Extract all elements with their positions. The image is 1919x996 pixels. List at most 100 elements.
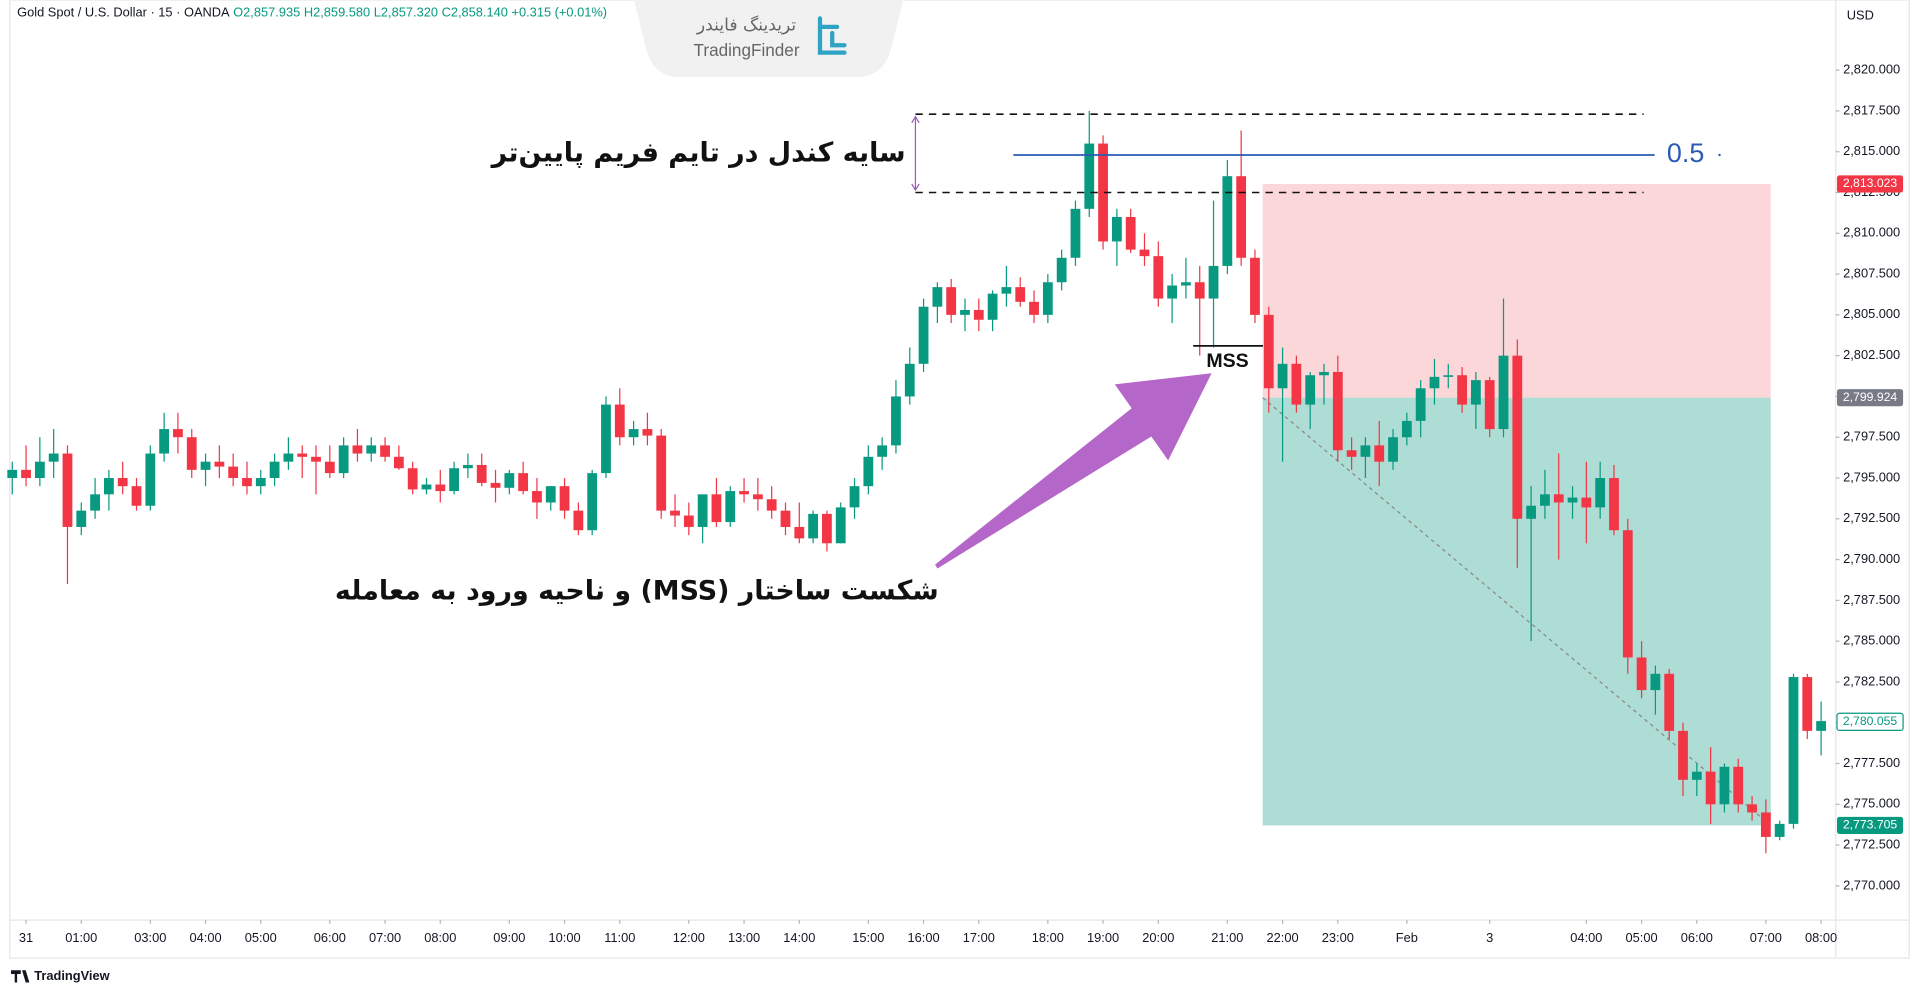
x-tick-label: 05:00 [1626, 930, 1658, 945]
candle-body [891, 396, 901, 446]
candle-body [117, 478, 128, 487]
candle-body [518, 473, 529, 492]
x-tick-label: 21:00 [1211, 930, 1243, 945]
candle-body [1443, 375, 1454, 377]
ohlc-change: +0.315 (+0.01%) [511, 5, 607, 20]
y-tick-label: 2,785.000 [1843, 633, 1900, 648]
y-tick-label: 2,802.500 [1843, 347, 1900, 362]
candle-body [1470, 380, 1481, 405]
candle-body [1167, 285, 1178, 299]
candle-body [421, 484, 432, 490]
chart-frame [9, 0, 1910, 959]
candle-body [242, 478, 252, 487]
candle-body [1498, 355, 1509, 430]
mss-label: MSS [1206, 350, 1248, 372]
y-tick-label: 2,817.500 [1843, 102, 1900, 117]
x-tick-label: 17:00 [963, 930, 995, 945]
candle-body [173, 429, 183, 438]
x-tick-label: 23:00 [1322, 930, 1354, 945]
fib-label: 0.5 [1667, 138, 1704, 168]
footer: TradingView [34, 968, 109, 983]
x-tick-label: 12:00 [673, 930, 705, 945]
x-tick-label: 3 [1486, 930, 1493, 945]
x-tick-label: 19:00 [1087, 930, 1119, 945]
currency: USD [1847, 7, 1874, 22]
candle-body [1001, 287, 1012, 294]
candle-body [1277, 363, 1288, 389]
candle-body [131, 486, 142, 506]
candle-body [338, 445, 349, 474]
candle-body [449, 468, 459, 492]
candle-body [545, 486, 556, 503]
x-tick-label: 04:00 [189, 930, 221, 945]
candle-body [1760, 812, 1771, 837]
y-tick-label: 2,772.500 [1843, 836, 1900, 851]
candle-body [311, 456, 321, 462]
x-tick-label: 13:00 [728, 930, 760, 945]
candle-body [1747, 804, 1757, 813]
candle-body [656, 435, 667, 511]
candle-body [1540, 494, 1550, 506]
candle-body [1484, 380, 1495, 430]
candle-body [532, 491, 542, 503]
candle-body [297, 453, 308, 457]
brand-name-en: TradingFinder [694, 40, 800, 60]
y-tick-label: 2,770.000 [1843, 877, 1900, 892]
candle-body [1346, 450, 1357, 457]
candle-body [255, 478, 266, 487]
candle-body [1153, 256, 1164, 299]
candle-body [1208, 265, 1219, 299]
candle-body [601, 404, 611, 474]
x-tick-label: 31 [19, 930, 33, 945]
y-tick-label: 2,795.000 [1843, 469, 1900, 484]
candle-body [407, 468, 418, 490]
candle-body [1636, 657, 1647, 691]
candle-body [1650, 673, 1661, 691]
candle-body [1029, 301, 1039, 315]
candle-body [1705, 771, 1716, 805]
candle-body [1719, 766, 1730, 805]
candle-body [490, 482, 501, 488]
candle-body [1084, 143, 1095, 209]
candle-body [1609, 478, 1619, 531]
candle-body [48, 453, 59, 462]
y-tick-label: 2,797.500 [1843, 429, 1900, 444]
candle-body [1691, 771, 1702, 780]
candle-body [352, 445, 363, 454]
candle-body [1263, 314, 1274, 389]
x-tick-label: 15:00 [852, 930, 884, 945]
y-tick-label: 2,805.000 [1843, 306, 1900, 321]
candle-body [62, 453, 73, 527]
ohlc-low: L2,857.320 [374, 5, 438, 20]
candle-body [628, 429, 639, 438]
x-tick-label: 03:00 [134, 930, 166, 945]
candle-body [1429, 376, 1440, 389]
ohlc-close: C2,858.140 [442, 5, 508, 20]
candle-body [1098, 143, 1108, 242]
candle-body [1111, 216, 1122, 242]
price-label: 2,773.705 [1843, 818, 1898, 832]
candle-body [1042, 282, 1053, 315]
price-label-box [1836, 712, 1904, 732]
y-tick-label: 2,777.500 [1843, 755, 1900, 770]
candle-body [711, 494, 722, 523]
x-tick-label: 06:00 [1681, 930, 1713, 945]
candle-body [808, 513, 819, 539]
candle-body [1056, 257, 1067, 283]
x-tick-label: 05:00 [245, 930, 277, 945]
candle-body [476, 464, 487, 483]
y-tick-label: 2,810.000 [1843, 225, 1900, 240]
candle-body [1070, 208, 1081, 258]
y-tick-label: 2,815.000 [1843, 143, 1900, 158]
candle-body [21, 469, 31, 479]
candle-body [186, 437, 197, 470]
y-tick-label: 2,820.000 [1843, 62, 1900, 77]
y-tick-label: 2,792.500 [1843, 510, 1900, 525]
candle-body [877, 445, 888, 457]
candle-body [946, 287, 957, 315]
candle-body [7, 469, 18, 479]
candle-body [1664, 673, 1675, 731]
candle-body [683, 515, 694, 527]
candle-body [1553, 494, 1564, 503]
